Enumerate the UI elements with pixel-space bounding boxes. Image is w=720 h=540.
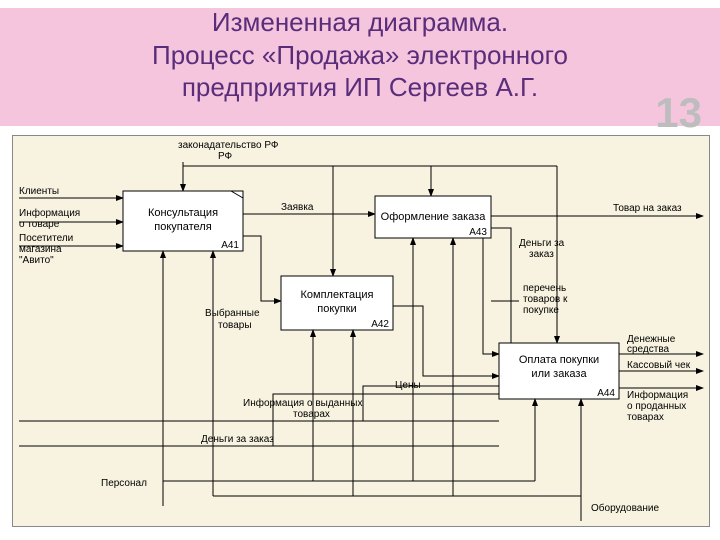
edge-label-dengi-1: Деньги за: [519, 238, 565, 249]
edge-label-zayavka: Заявка: [281, 202, 314, 213]
edge-a41-a42: [243, 236, 281, 301]
input-label-info: Информация: [19, 207, 80, 219]
title-line-1: Измененная диаграмма.: [212, 7, 508, 37]
output-label-infop-1: Информация: [627, 389, 688, 401]
node-a42-code: A42: [371, 319, 389, 330]
title-line-2: Процесс «Продажа» электронного: [152, 40, 568, 70]
node-a43-label: Оформление заказа: [381, 211, 487, 223]
input-label-visitors-3: "Авито": [19, 255, 54, 266]
node-a43-code: A43: [469, 227, 487, 238]
fb-label-info-2: товарах: [293, 409, 330, 420]
page-number: 13: [655, 89, 702, 137]
title-line-3: предприятия ИП Сергеев А.Г.: [182, 72, 538, 102]
idef0-diagram: законадательство РФ РФ Клиенты Информаци…: [12, 135, 710, 527]
input-label-visitors: Посетители: [19, 233, 73, 244]
output-label-check: Кассовый чек: [627, 360, 691, 371]
edge-label-perech-3: покупке: [523, 305, 559, 316]
node-a44-code: A44: [597, 388, 615, 399]
page-title: Измененная диаграмма. Процесс «Продажа» …: [0, 6, 720, 104]
edge-label-perech-1: перечень: [523, 283, 566, 294]
output-label-infop-2: о проданных: [627, 401, 686, 412]
input-label-info-2: о товаре: [19, 219, 60, 230]
fb-label-info-1: Информация о выданных: [243, 397, 362, 409]
page: Измененная диаграмма. Процесс «Продажа» …: [0, 0, 720, 540]
node-a41-code: A41: [221, 240, 239, 251]
input-label-clients: Клиенты: [19, 186, 59, 197]
diagram-svg: законадательство РФ РФ Клиенты Информаци…: [13, 136, 709, 526]
node-a44-label-2: или заказа: [531, 368, 587, 380]
edge-a43-a44-list: [483, 238, 499, 354]
node-a41-label-1: Консультация: [148, 207, 218, 219]
output-label-tovar: Товар на заказ: [613, 203, 682, 214]
edge-a43-a44-money-back: [491, 228, 511, 351]
node-a42-label-2: покупки: [317, 303, 356, 315]
node-a42-label-1: Комплектация: [301, 289, 374, 301]
fb-label-dengi: Деньги за заказ: [201, 434, 274, 445]
control-label-law-2: РФ: [218, 151, 233, 162]
edge-a44-fb1: [363, 386, 499, 421]
edge-label-vybr-2: товары: [218, 320, 252, 331]
mech-label-oborud: Оборудование: [591, 502, 659, 514]
control-label-law: законадательство РФ: [178, 140, 279, 151]
edge-label-perech-2: товаров к: [523, 294, 568, 305]
mech-label-personal: Персонал: [101, 478, 147, 489]
node-a44-label-1: Оплата покупки: [519, 354, 599, 366]
edge-label-dengi-2: заказ: [529, 249, 554, 260]
output-label-den-2: средства: [627, 344, 670, 355]
output-label-infop-3: товарах: [627, 412, 664, 423]
node-a41-label-2: покупателя: [154, 221, 211, 233]
edge-a43-down: [491, 228, 511, 266]
header: Измененная диаграмма. Процесс «Продажа» …: [0, 0, 720, 135]
